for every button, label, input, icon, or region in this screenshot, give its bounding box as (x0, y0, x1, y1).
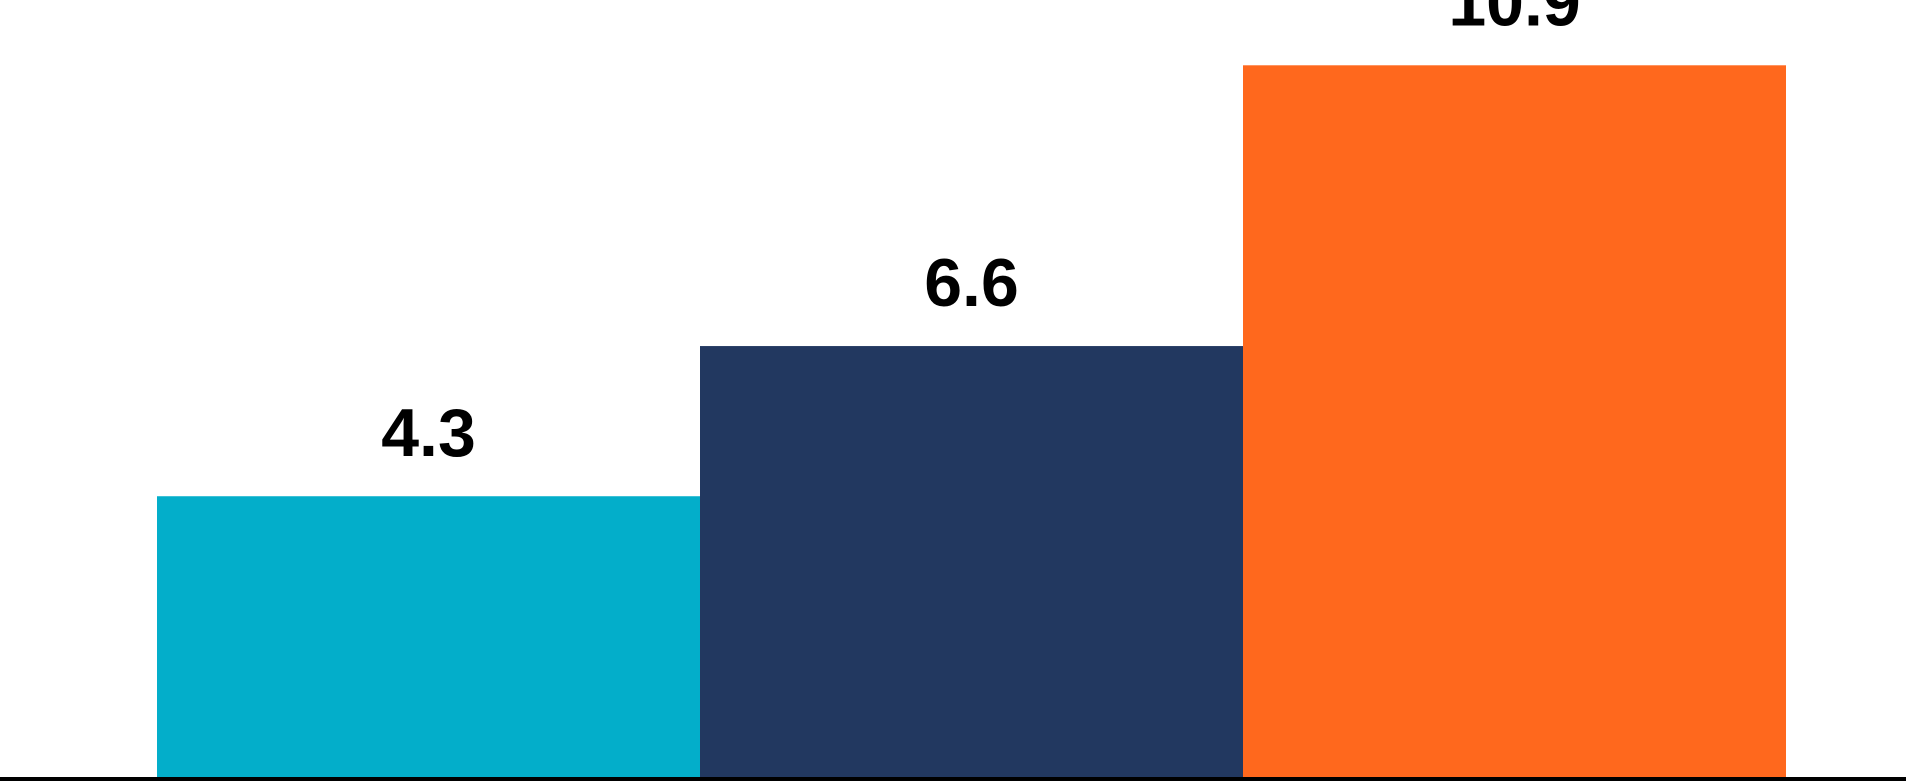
data-label-3: 10.9 (1448, 0, 1580, 40)
data-label-1: 4.3 (381, 395, 476, 471)
bar-3 (1243, 65, 1786, 777)
bars-group (157, 65, 1786, 777)
bar-1 (157, 496, 700, 777)
bar-2 (700, 346, 1243, 777)
data-label-2: 6.6 (924, 245, 1019, 321)
data-labels-group: 4.3 6.6 10.9 (381, 0, 1580, 471)
